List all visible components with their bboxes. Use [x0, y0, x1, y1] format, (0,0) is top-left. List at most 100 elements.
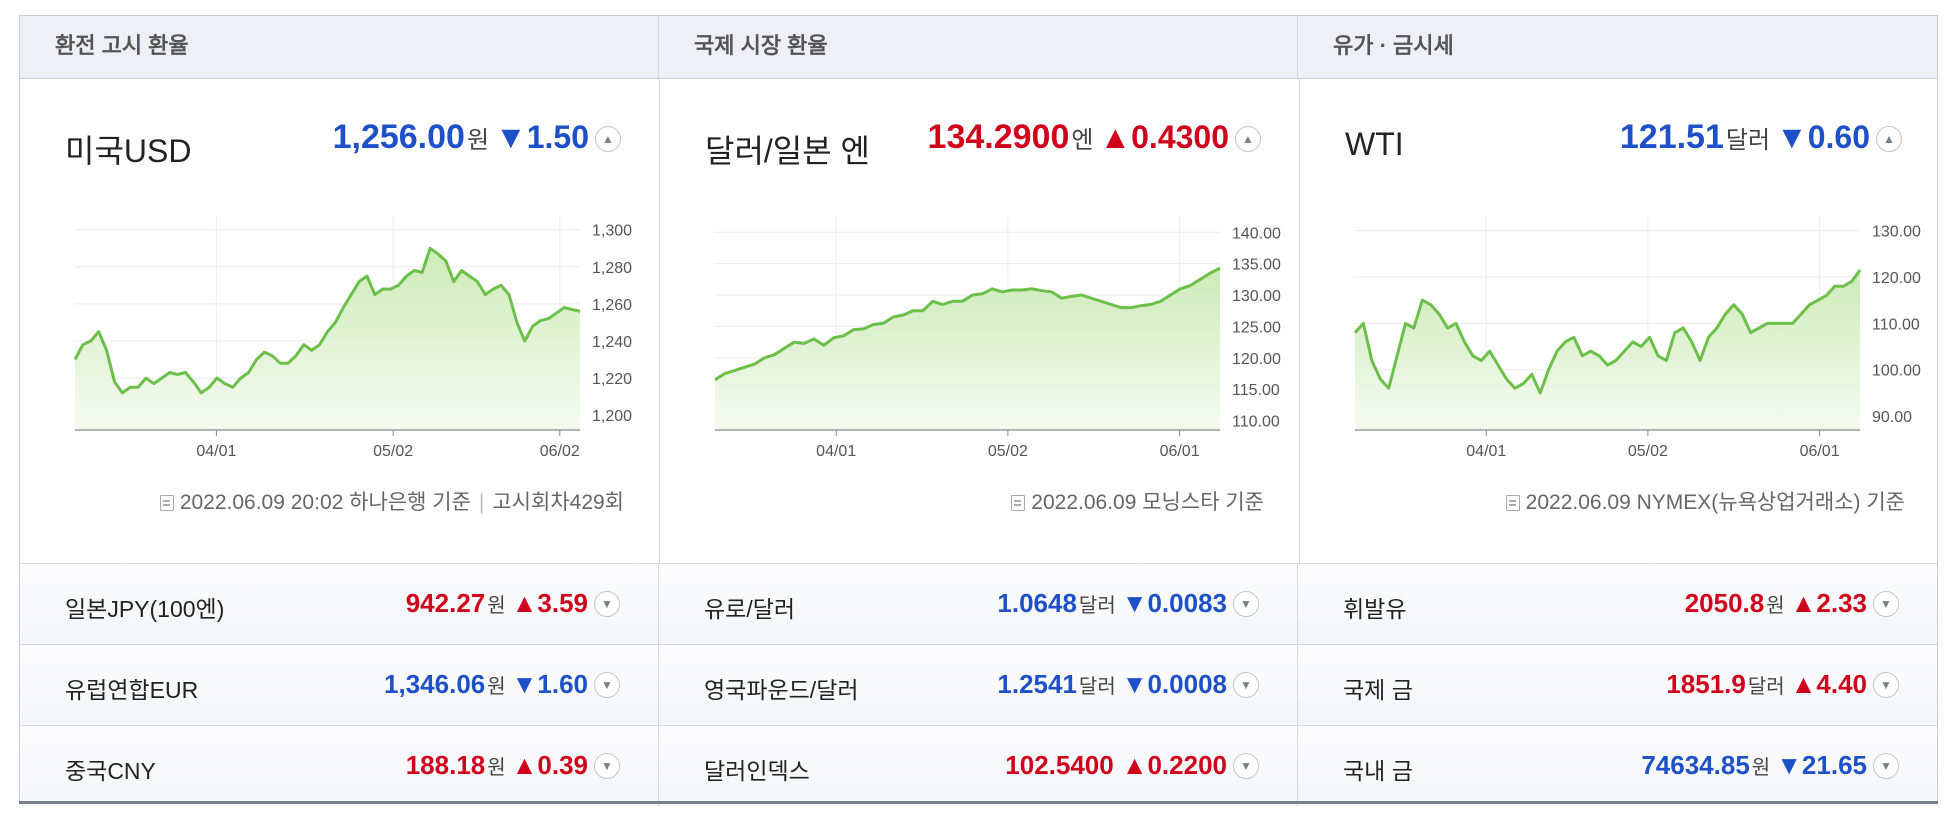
item-name[interactable]: 국내 금 — [1343, 758, 1413, 784]
y-tick-label: 100.00 — [1872, 363, 1921, 380]
item-name[interactable]: 중국CNY — [65, 758, 156, 784]
item-unit: 원 — [1766, 595, 1785, 617]
x-tick-label: 05/02 — [988, 443, 1028, 460]
x-tick-label: 05/02 — [373, 443, 413, 460]
item-unit: 달러 — [1078, 676, 1116, 698]
chevron-up-icon[interactable]: ▲ — [1876, 126, 1902, 152]
chevron-down-icon[interactable]: ▼ — [594, 753, 620, 779]
list-item[interactable]: 유럽연합EUR 1,346.06 원 ▼1.60 ▼ — [20, 645, 659, 725]
chevron-up-icon[interactable]: ▲ — [595, 126, 621, 152]
list-item[interactable]: 휘발유 2050.8 원 ▲2.33 ▼ — [1298, 564, 1937, 644]
list-row: 중국CNY 188.18 원 ▲0.39 ▼ 달러인덱스 102.5400 ▲0.22… — [20, 725, 1937, 806]
series-area — [75, 248, 580, 430]
y-tick-label: 135.00 — [1232, 257, 1281, 274]
item-name[interactable]: 일본JPY(100엔) — [65, 596, 225, 622]
y-tick-label: 110.00 — [1232, 414, 1280, 431]
chevron-down-icon[interactable]: ▼ — [1873, 672, 1899, 698]
list-item[interactable]: 영국파운드/달러 1.2541 달러 ▼0.0008 ▼ — [659, 645, 1298, 725]
item-name[interactable]: 국제 금 — [1343, 677, 1413, 703]
item-unit: 원 — [487, 595, 506, 617]
list-item[interactable]: 국제 금 1851.9 달러 ▲4.40 ▼ — [1298, 645, 1937, 725]
wti-area-chart: 90.00 100.00 110.00 120.00 130.00 04/01 05/02 0… — [1353, 216, 1921, 460]
item-name[interactable]: 유로/달러 — [704, 596, 796, 622]
y-tick-label: 1,220 — [592, 371, 632, 388]
y-tick-label: 120.00 — [1872, 270, 1921, 287]
chart-title[interactable]: WTI — [1345, 126, 1404, 162]
list-row: 일본JPY(100엔) 942.27 원 ▲3.59 ▼ 유로/달러 1.0648 달… — [20, 563, 1937, 644]
item-name[interactable]: 영국파운드/달러 — [704, 677, 859, 703]
chevron-up-icon[interactable]: ▲ — [1235, 126, 1261, 152]
section-header-bar: 환전 고시 환율 국제 시장 환율 유가 · 금시세 — [20, 16, 1937, 79]
y-tick-label: 90.00 — [1872, 409, 1912, 426]
item-unit: 원 — [487, 757, 506, 779]
y-tick-label: 1,260 — [592, 297, 632, 314]
series-line — [1353, 269, 1862, 395]
y-tick-label: 125.00 — [1232, 319, 1281, 336]
chart-footer: 2022.06.09 모닝스타 기준 — [1011, 486, 1264, 516]
chevron-down-icon[interactable]: ▼ — [1233, 591, 1259, 617]
list-item[interactable]: 중국CNY 188.18 원 ▲0.39 ▼ — [20, 726, 659, 806]
chevron-down-icon[interactable]: ▼ — [594, 672, 620, 698]
item-name[interactable]: 유럽연합EUR — [65, 677, 199, 703]
header-exchange-notice[interactable]: 환전 고시 환율 — [20, 16, 659, 78]
jpy-area-chart: 110.00 115.00 120.00 125.00 130.00 135.00 140.… — [714, 216, 1281, 460]
chart-value: 134.2900 — [927, 118, 1070, 156]
usd-area-chart: 1,200 1,220 1,240 1,260 1,280 1,300 04/01 05/02… — [73, 216, 632, 460]
y-tick-label: 1,280 — [592, 260, 632, 277]
item-value: 188.18 — [405, 750, 486, 780]
chart-value-group: 134.2900엔 ▲0.4300 — [928, 118, 1229, 157]
x-tick-label: 04/01 — [1466, 443, 1506, 460]
list-item[interactable]: 일본JPY(100엔) 942.27 원 ▲3.59 ▼ — [20, 564, 659, 644]
x-tick-label: 06/02 — [540, 443, 580, 460]
item-unit: 원 — [487, 676, 506, 698]
y-tick-label: 1,200 — [592, 408, 632, 425]
rate-list: 일본JPY(100엔) 942.27 원 ▲3.59 ▼ 유로/달러 1.0648 달… — [20, 563, 1937, 806]
y-tick-label: 120.00 — [1232, 351, 1281, 368]
series-area — [1355, 270, 1860, 430]
item-change: ▲2.33 — [1790, 588, 1867, 618]
list-item[interactable]: 국내 금 74634.85 원 ▼21.65 ▼ — [1298, 726, 1937, 806]
list-row: 유럽연합EUR 1,346.06 원 ▼1.60 ▼ 영국파운드/달러 1.2541… — [20, 644, 1937, 725]
item-change: ▼1.60 — [511, 669, 588, 699]
chevron-down-icon[interactable]: ▼ — [1233, 753, 1259, 779]
item-change: ▼0.0083 — [1121, 588, 1227, 618]
header-oil-gold[interactable]: 유가 · 금시세 — [1333, 33, 1454, 58]
chart-panel-jpy: 달러/일본 엔 134.2900엔 ▲0.4300 ▲ 110.00 115.00 1… — [660, 78, 1300, 563]
chevron-down-icon[interactable]: ▼ — [1873, 591, 1899, 617]
chart-title[interactable]: 달러/일본 엔 — [705, 133, 870, 169]
header-international-market[interactable]: 국제 시장 환율 — [659, 16, 1298, 78]
chevron-down-icon[interactable]: ▼ — [594, 591, 620, 617]
list-item[interactable]: 유로/달러 1.0648 달러 ▼0.0083 ▼ — [659, 564, 1298, 644]
market-widget: 환전 고시 환율 국제 시장 환율 유가 · 금시세 미국USD 1,256.0… — [19, 15, 1938, 806]
chart-unit: 달러 — [1725, 127, 1771, 154]
document-icon — [159, 495, 174, 511]
y-tick-label: 130.00 — [1872, 224, 1921, 241]
chart-value-group: 1,256.00원 ▼1.50 — [333, 118, 589, 157]
item-value: 1,346.06 — [384, 669, 486, 699]
chevron-down-icon[interactable]: ▼ — [1873, 753, 1899, 779]
chart-value: 1,256.00 — [332, 118, 465, 156]
item-change: ▲4.40 — [1790, 669, 1867, 699]
bottom-border — [19, 801, 1938, 804]
chevron-down-icon[interactable]: ▼ — [1233, 672, 1259, 698]
footer-date-source: 2022.06.09 NYMEX(뉴욕상업거래소) 기준 — [1525, 491, 1905, 514]
chart-value: 121.51 — [1619, 118, 1724, 156]
footer-date-source: 2022.06.09 모닝스타 기준 — [1031, 491, 1264, 514]
item-change: ▲3.59 — [511, 588, 588, 618]
item-change: ▲0.39 — [511, 750, 588, 780]
item-name[interactable]: 달러인덱스 — [704, 758, 810, 784]
item-value: 1.0648 — [997, 588, 1077, 618]
item-unit: 원 — [1751, 757, 1771, 779]
chart-footer: 2022.06.09 20:02 하나은행 기준 | 고시회차429회 — [159, 486, 624, 516]
item-value: 102.5400 — [1005, 750, 1114, 780]
item-change: ▲0.2200 — [1121, 750, 1227, 780]
chart-unit: 원 — [466, 127, 490, 154]
chart-change: ▲0.4300 — [1099, 119, 1229, 155]
list-item[interactable]: 달러인덱스 102.5400 ▲0.2200 ▼ — [659, 726, 1298, 806]
footer-date-source: 2022.06.09 20:02 하나은행 기준 — [179, 491, 471, 514]
item-name[interactable]: 휘발유 — [1343, 596, 1407, 622]
y-tick-label: 1,300 — [592, 223, 632, 240]
x-tick-label: 04/01 — [196, 443, 236, 460]
document-icon — [1505, 495, 1520, 511]
chart-title[interactable]: 미국USD — [65, 133, 192, 169]
